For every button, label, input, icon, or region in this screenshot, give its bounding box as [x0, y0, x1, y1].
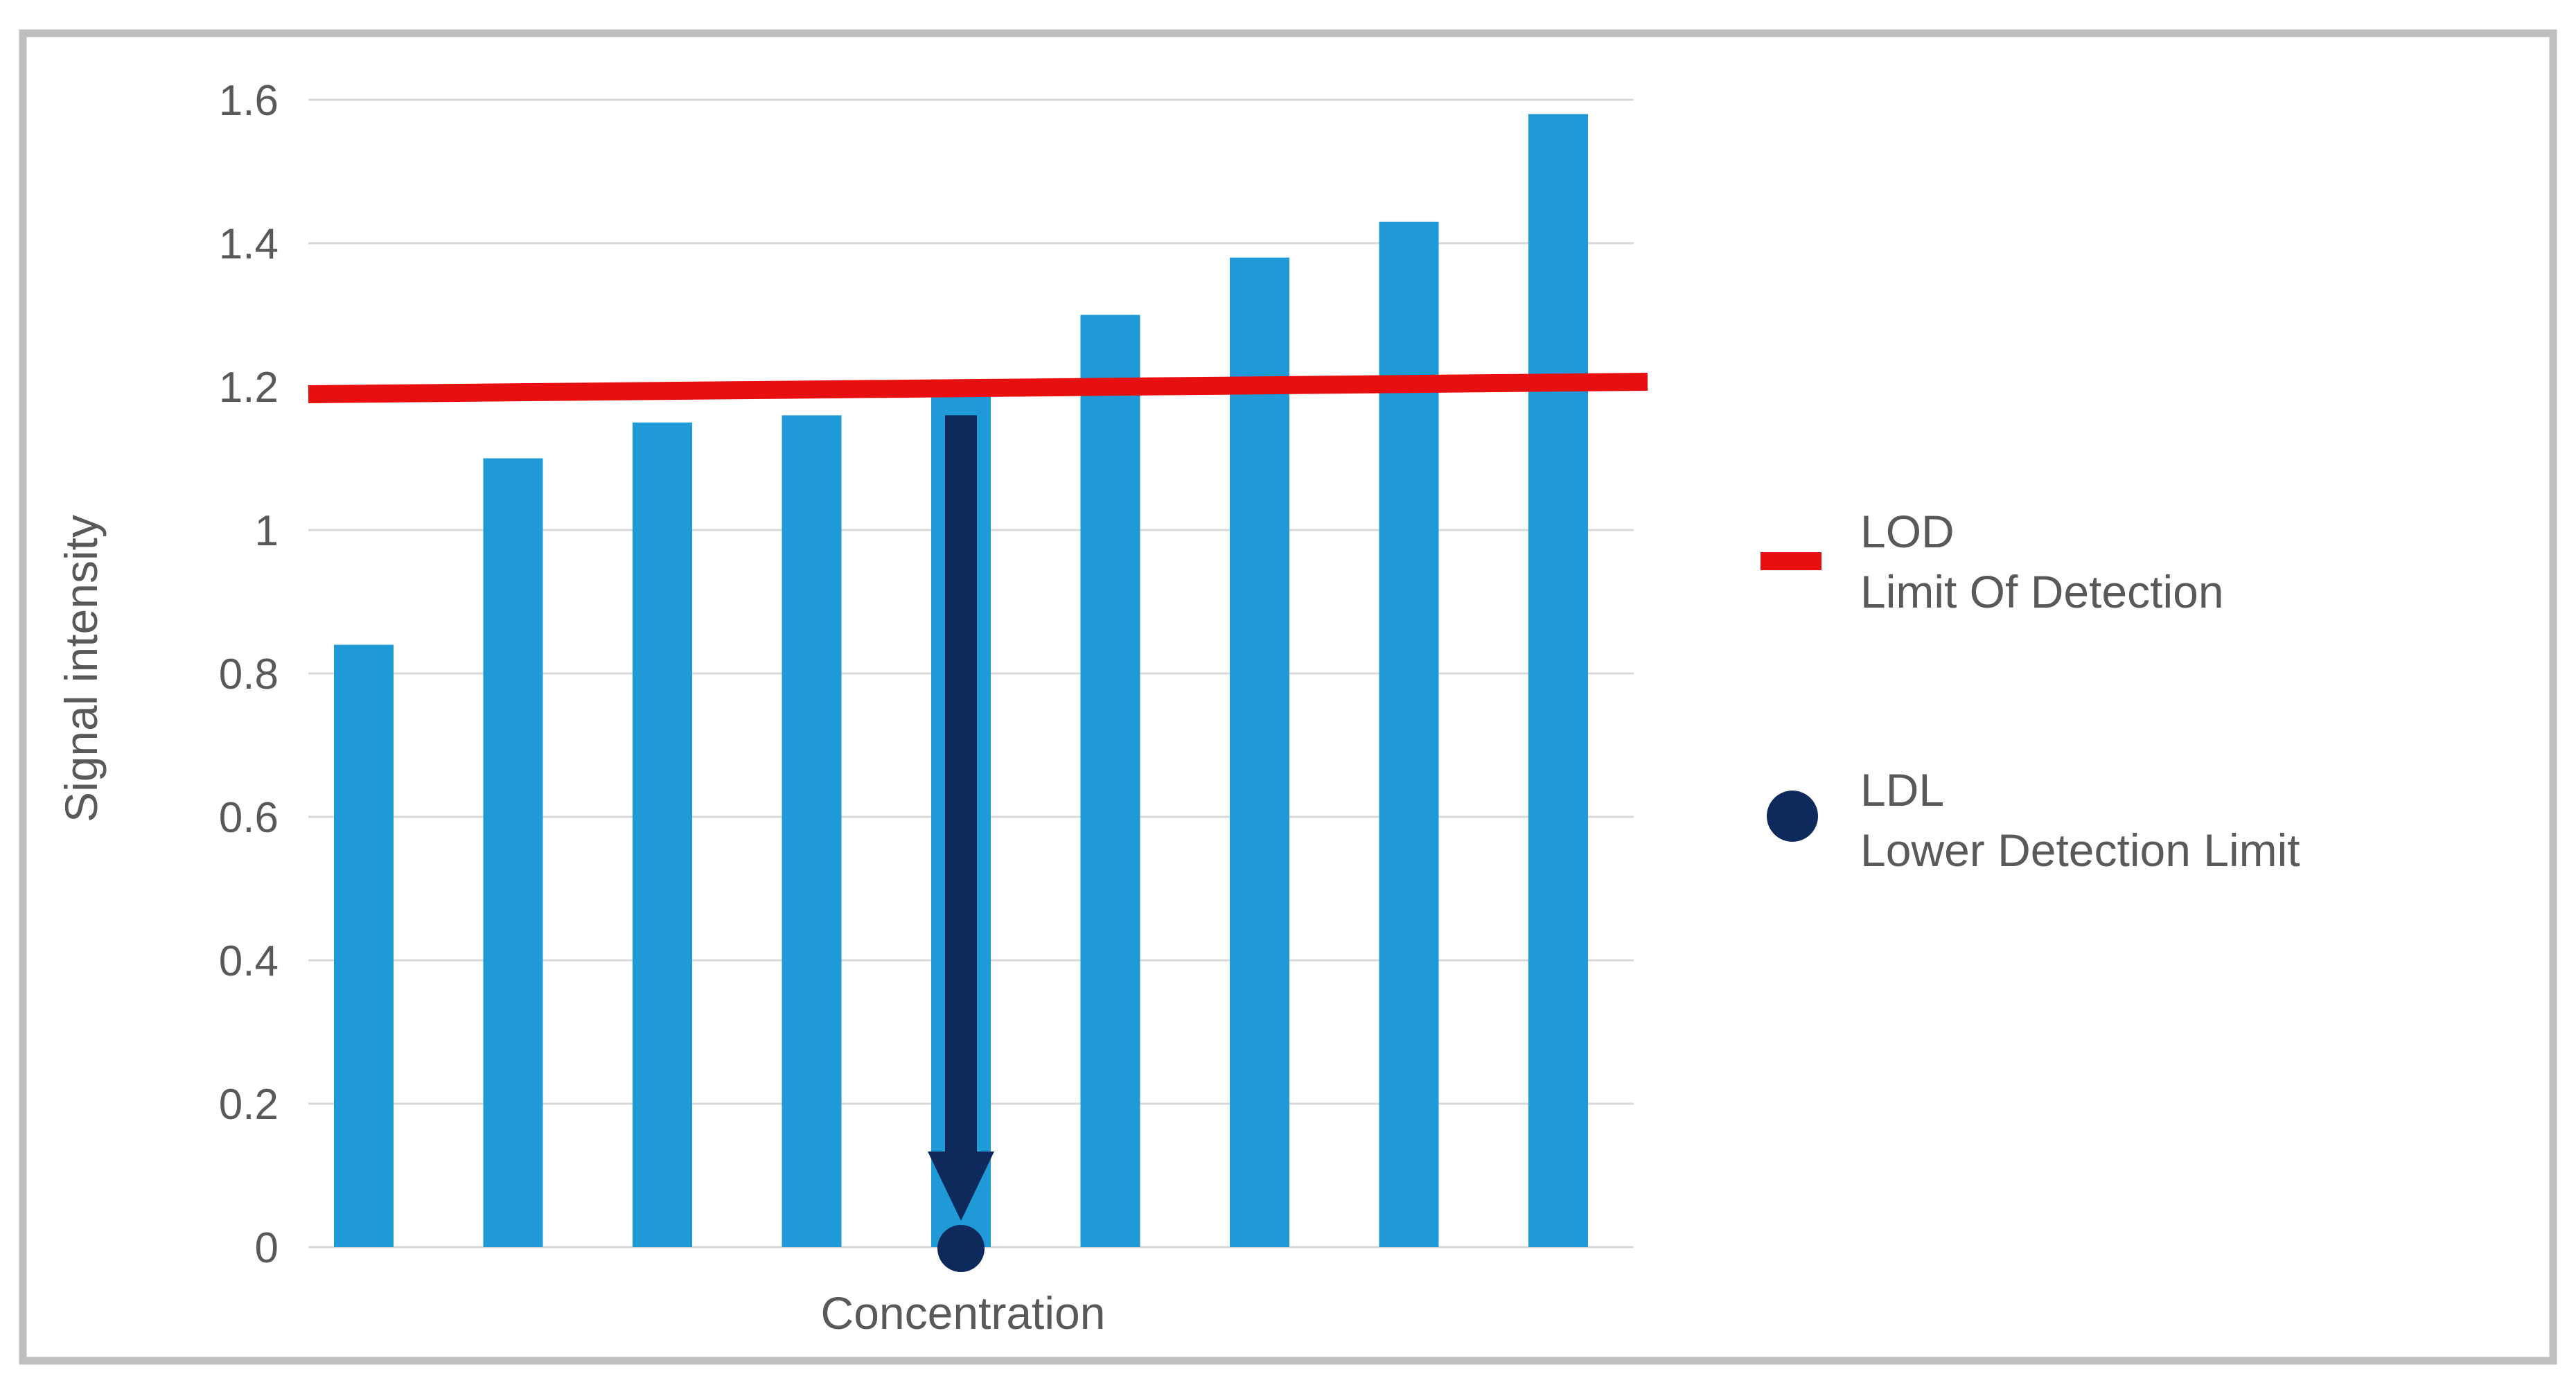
legend-label-ldl: LDL [1860, 764, 1944, 815]
bar [782, 415, 842, 1247]
legend: LOD Limit Of Detection LDL Lower Detection … [1761, 506, 2300, 876]
ldl-arrow-shaft [945, 415, 977, 1152]
y-axis-tick-labels: 0 0.2 0.4 0.6 0.8 1 1.2 1.4 1.6 [219, 77, 279, 1272]
bar [1230, 257, 1289, 1248]
y-tick-label: 1.6 [219, 77, 279, 125]
bar [633, 422, 692, 1247]
lod-line-annotation [308, 373, 1648, 403]
lod-line [308, 373, 1648, 403]
y-tick-label: 0.6 [219, 794, 279, 842]
bar [334, 644, 394, 1247]
legend-swatch-ldl [1767, 791, 1818, 842]
y-tick-label: 0 [255, 1224, 279, 1272]
ldl-arrow-head [928, 1152, 994, 1221]
y-tick-label: 0.8 [219, 651, 279, 698]
legend-sublabel-lod: Limit Of Detection [1860, 566, 2224, 617]
y-tick-label: 1 [255, 507, 279, 555]
ldl-dot [937, 1225, 985, 1272]
bar [1080, 315, 1140, 1247]
y-tick-label: 1.2 [219, 364, 279, 412]
y-tick-label: 0.4 [219, 937, 279, 985]
legend-swatch-lod [1761, 552, 1821, 570]
y-tick-label: 0.2 [219, 1081, 279, 1129]
x-axis-title: Concentration [821, 1287, 1106, 1339]
legend-label-lod: LOD [1860, 506, 1955, 557]
bar-series [334, 114, 1588, 1248]
y-tick-label: 1.4 [219, 220, 279, 268]
legend-sublabel-ldl: Lower Detection Limit [1860, 824, 2300, 876]
bar [483, 458, 543, 1247]
ldl-arrow-annotation [928, 415, 994, 1272]
y-axis-title: Signal intensity [55, 515, 107, 822]
bar [1528, 114, 1588, 1248]
